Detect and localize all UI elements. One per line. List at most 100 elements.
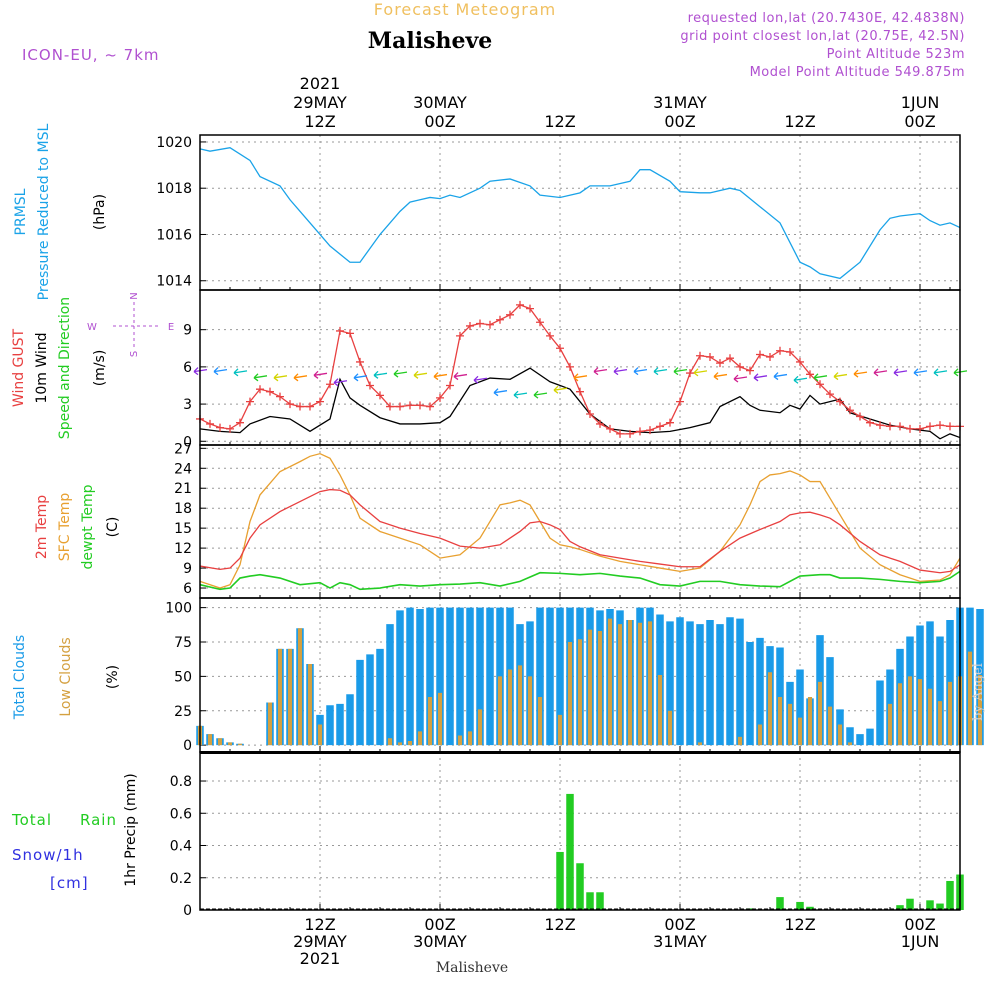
low-cloud-bar [967, 651, 973, 746]
panel-clouds: 0 25 50 75 100 [165, 598, 984, 754]
total-cloud-bar [686, 621, 694, 746]
gust-marker [366, 381, 374, 390]
bottom-time-label: 30MAY [413, 932, 467, 951]
bottom-time-label: 29MAY [293, 932, 347, 951]
low-cloud-bar [807, 697, 813, 746]
low-cloud-bar [437, 692, 443, 746]
gust-marker [666, 418, 674, 427]
temp-panel-labels: 2m Temp SFC Temp dewpt Temp (C) [34, 484, 121, 569]
low-cloud-bar [627, 620, 633, 746]
temp-label-dewpt: dewpt Temp [80, 484, 96, 569]
wind-arrow [353, 373, 368, 382]
total-cloud-bar [466, 607, 474, 746]
ytick-label: 100 [165, 601, 192, 617]
wind-arrow [573, 373, 588, 382]
gust-marker [276, 392, 284, 401]
wind-arrow [253, 373, 268, 382]
gust-marker [836, 397, 844, 406]
wind-arrow [553, 385, 568, 394]
compass-s: S [129, 351, 140, 357]
chart-title: Malisheve [368, 28, 492, 54]
gust-marker [236, 418, 244, 427]
total-cloud-bar [436, 607, 444, 746]
low-cloud-bar [567, 642, 573, 746]
gust-marker [336, 326, 344, 335]
precip-label-cm: [cm] [50, 874, 89, 892]
compass-rose: W E N S [87, 292, 174, 357]
low-cloud-bar [777, 697, 783, 746]
wind-arrow [593, 367, 608, 376]
total-cloud-bar [926, 621, 934, 746]
gust-marker [416, 401, 424, 410]
bottom-time-label: 2021 [300, 949, 341, 968]
ytick-label: 0.6 [170, 806, 192, 822]
precip-label-rain: Rain [80, 811, 117, 829]
total-cloud-bar [826, 657, 834, 746]
wind-label-speeddir: Speed and Direction [57, 297, 73, 439]
gust-marker [386, 402, 394, 411]
low-cloud-bar [417, 731, 423, 746]
total-cloud-bar [356, 659, 364, 746]
precip-label-snow: Snow/1h [12, 846, 84, 864]
ytick-label: 0 [183, 738, 192, 754]
wind-10m-line [199, 367, 961, 440]
ytick-label: 15 [174, 521, 192, 537]
total-cloud-bar [746, 642, 754, 746]
wind-arrow [673, 367, 688, 376]
gust-marker [846, 406, 854, 415]
low-cloud-bar [737, 736, 743, 746]
total-cloud-bar [706, 620, 714, 746]
sfc-temp-line [199, 452, 961, 589]
low-cloud-bar [897, 683, 903, 746]
total-cloud-bar [876, 680, 884, 746]
ytick-label: 0.2 [170, 871, 192, 887]
low-cloud-bar [527, 676, 533, 746]
gust-marker [686, 369, 694, 378]
panel-frame [199, 134, 961, 291]
compass-e: E [168, 322, 174, 333]
ytick-label: 18 [174, 501, 192, 517]
clouds-label-total: Total Clouds [12, 635, 28, 720]
low-cloud-bar [847, 742, 853, 746]
low-cloud-bar [557, 714, 563, 746]
low-cloud-bar [787, 703, 793, 746]
compass-n: N [129, 292, 140, 299]
gust-marker [226, 424, 234, 433]
top-time-label: 12Z [304, 112, 335, 131]
gust-marker [266, 387, 274, 396]
gust-marker [726, 354, 734, 363]
ytick-label: 0.4 [170, 839, 192, 855]
wind-arrow [933, 368, 948, 377]
low-cloud-bar [637, 622, 643, 746]
gust-marker [876, 421, 884, 430]
gust-marker [256, 385, 264, 394]
low-cloud-bar [697, 742, 703, 746]
low-cloud-bar [477, 709, 483, 746]
low-cloud-bar [607, 618, 613, 746]
wind-arrow [853, 369, 868, 378]
wind-arrow [393, 369, 408, 378]
low-cloud-bar [647, 621, 653, 746]
bottom-time-label: 12Z [784, 915, 815, 934]
total-cloud-bar [326, 705, 334, 746]
total-cloud-bar [396, 610, 404, 746]
panel-temperature: 6 9 12 15 18 21 24 27 [174, 441, 961, 598]
panel-prmsl: 1014 1016 1018 1020 [156, 135, 961, 290]
low-cloud-bar [287, 648, 293, 746]
gust-marker [326, 380, 334, 389]
clouds-panel-labels: Total Clouds Low Clouds (%) [12, 635, 121, 720]
wind-arrow [633, 367, 648, 376]
low-cloud-bar [207, 734, 213, 746]
top-time-label: 1JUN [901, 93, 940, 112]
gust-marker [716, 359, 724, 368]
rain-bar [566, 793, 574, 910]
bottom-time-label: 12Z [544, 915, 575, 934]
gust-marker [906, 424, 914, 433]
gust-marker [556, 344, 564, 353]
gust-marker [486, 320, 494, 329]
clouds-label-unit: (%) [105, 665, 121, 689]
pressure-label-prmsl: PRMSL [13, 188, 29, 235]
temp-2m-line [199, 488, 961, 574]
total-cloud-bar [416, 609, 424, 746]
rain-bar [796, 901, 804, 910]
